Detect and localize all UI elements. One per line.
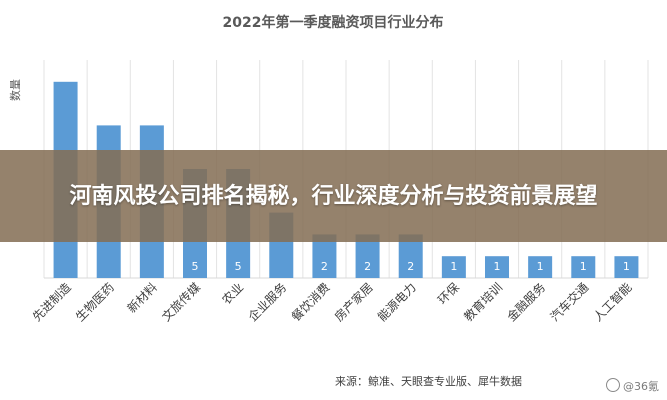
data-label: 1 [450, 260, 457, 273]
data-label: 2 [364, 260, 371, 273]
data-labels: 5 5 2 2 2 1 1 1 1 1 [192, 260, 630, 273]
x-tick-label: 教育培训 [461, 280, 506, 325]
bar [485, 256, 509, 278]
watermark-text: @36氪 [623, 380, 659, 393]
x-tick-label: 汽车交通 [547, 280, 592, 325]
chart-title: 2022年第一季度融资项目行业分布 [223, 14, 444, 31]
headline-text: 河南风投公司排名揭秘，行业深度分析与投资前景展望 [69, 183, 598, 209]
x-tick-label: 环保 [435, 280, 462, 307]
x-tick-label: 金融服务 [504, 280, 549, 325]
watermark: @36氪 [606, 378, 659, 394]
x-tick-label: 餐饮消费 [288, 280, 333, 325]
bar [441, 256, 466, 278]
data-label: 2 [321, 260, 328, 273]
data-label: 1 [494, 260, 501, 273]
watermark-icon [606, 378, 620, 392]
x-tick-label: 新材料 [124, 280, 160, 316]
x-tick-label: 生物医药 [73, 280, 117, 324]
x-tick-label: 文旅传媒 [159, 280, 204, 325]
data-label: 1 [580, 260, 587, 273]
data-label: 1 [623, 260, 630, 273]
bar [528, 256, 553, 278]
x-tick-label: 先进制造 [30, 280, 74, 324]
x-tick-labels: 先进制造 生物医药 新材料 文旅传媒 农业 企业服务 餐饮消费 房产家居 能源电力 环保 教育培训金… [30, 280, 635, 325]
data-label: 5 [235, 260, 242, 273]
y-axis-label: 数量 [9, 79, 22, 101]
data-label: 2 [407, 260, 414, 273]
x-tick-label: 能源电力 [375, 280, 419, 324]
bar [614, 256, 639, 278]
x-tick-label: 农业 [219, 280, 246, 307]
headline-banner: 河南风投公司排名揭秘，行业深度分析与投资前景展望 [0, 150, 667, 242]
x-tick-label: 企业服务 [245, 280, 290, 325]
data-label: 5 [192, 260, 199, 273]
source-note: 来源：鲸准、天眼查专业版、犀牛数据 [335, 374, 522, 388]
x-tick-label: 人工智能 [590, 280, 635, 325]
data-label: 1 [537, 260, 544, 273]
x-tick-label: 房产家居 [331, 280, 376, 325]
bar [571, 256, 596, 278]
